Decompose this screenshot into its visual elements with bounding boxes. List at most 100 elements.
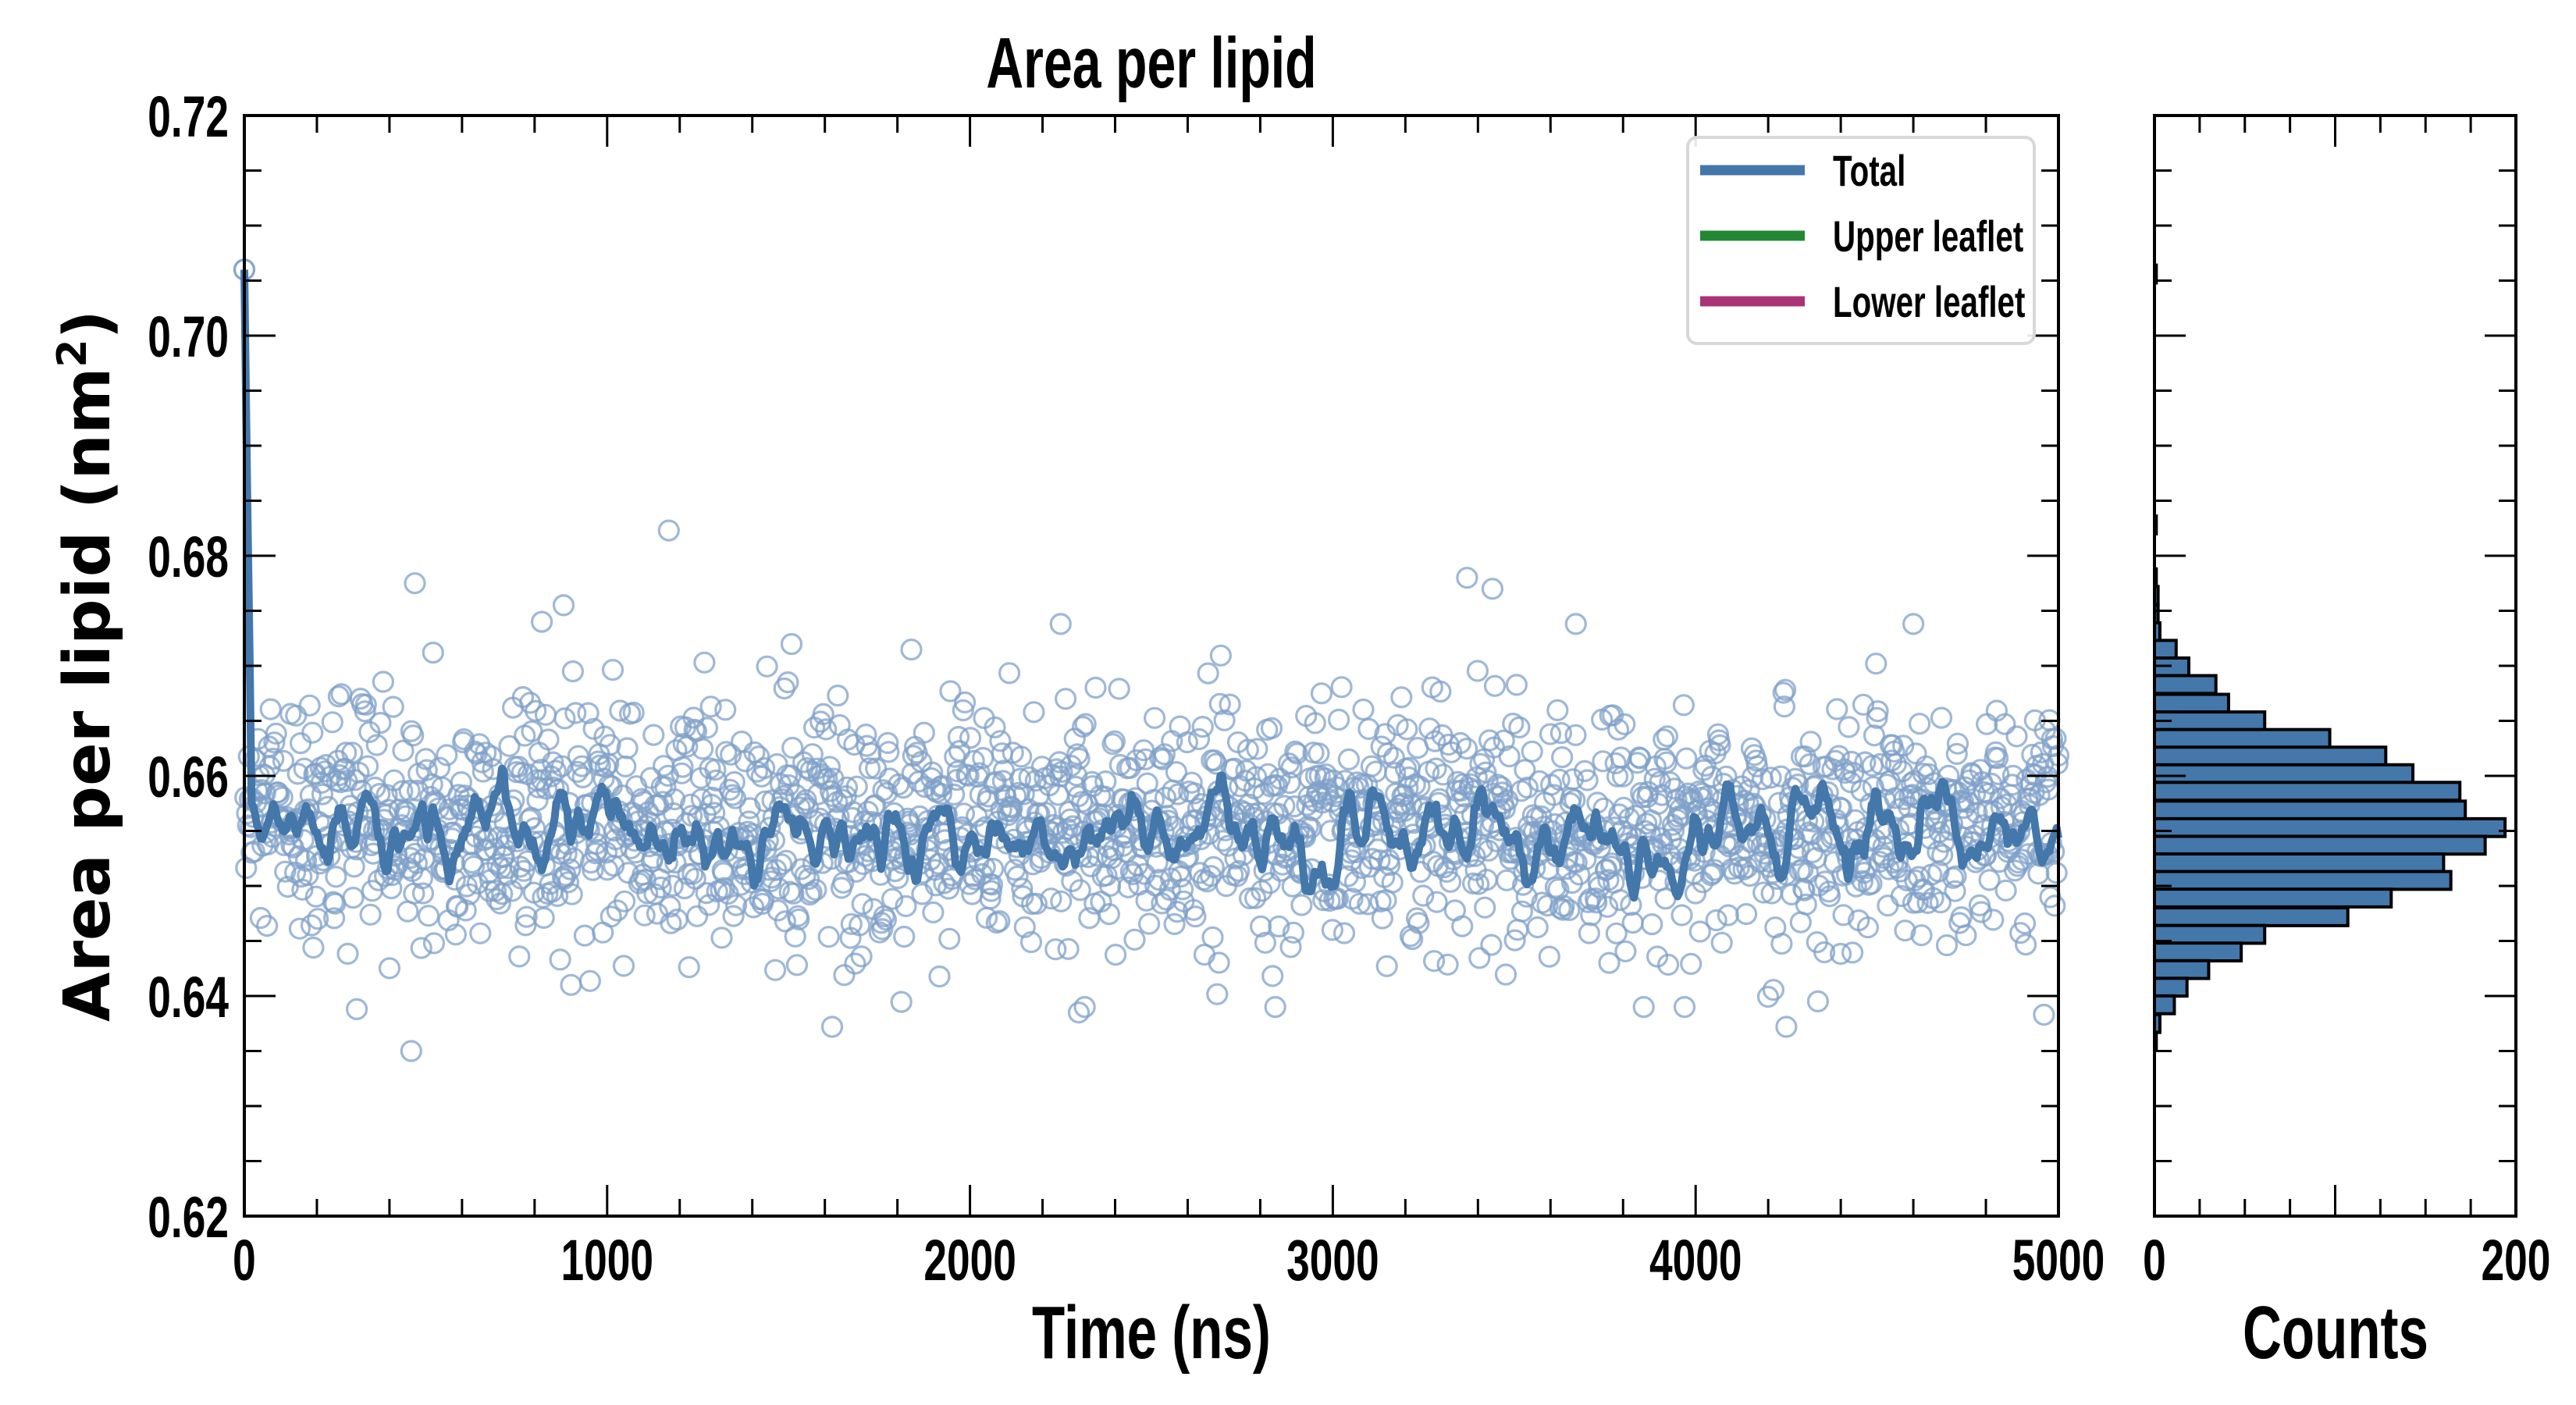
- scatter-point: [1632, 995, 1655, 1019]
- scatter-point: [980, 873, 1004, 896]
- scatter-point: [1670, 904, 1693, 927]
- scatter-point: [1117, 876, 1140, 898]
- scatter-point: [719, 743, 742, 766]
- scatter-point: [327, 685, 350, 708]
- scatter-point: [1909, 713, 1931, 735]
- histogram-bar: [2153, 852, 2446, 873]
- scatter-point: [893, 925, 916, 948]
- scatter-point: [1260, 717, 1283, 740]
- scatter-point: [1034, 802, 1057, 824]
- scatter-point: [1907, 866, 1930, 888]
- scatter-point: [1970, 901, 1993, 923]
- scatter-point: [805, 878, 827, 902]
- scatter-point: [703, 802, 726, 824]
- scatter-point: [609, 699, 632, 722]
- scatter-point: [753, 756, 776, 780]
- scatter-point: [298, 694, 321, 717]
- scatter-point: [1357, 717, 1380, 741]
- scatter-point: [1155, 888, 1178, 911]
- scatter-point: [262, 747, 285, 770]
- scatter-point: [1040, 887, 1062, 910]
- scatter-point: [852, 852, 875, 876]
- scatter-point: [1167, 783, 1190, 806]
- scatter-point: [1466, 660, 1489, 682]
- scatter-point: [1742, 766, 1764, 788]
- scatter-point: [895, 895, 917, 918]
- scatter-point: [942, 783, 966, 806]
- scatter-point: [1508, 716, 1531, 739]
- y-tick-label: 0.70: [148, 304, 229, 369]
- scatter-point: [962, 749, 985, 773]
- scatter-point: [1143, 706, 1166, 729]
- scatter-point: [462, 855, 486, 878]
- scatter-point: [1244, 887, 1267, 909]
- scatter-point: [1268, 915, 1290, 938]
- scatter-point: [1872, 835, 1895, 858]
- scatter-point: [372, 670, 394, 693]
- scatter-point: [1146, 851, 1169, 874]
- scatter-point: [559, 858, 582, 880]
- scatter-point: [2044, 895, 2066, 917]
- y-tick-label: 0.64: [148, 965, 229, 1030]
- scatter-point: [422, 932, 446, 955]
- scatter-point: [1607, 718, 1630, 741]
- scatter-point: [1208, 692, 1231, 715]
- scatter-point: [1352, 698, 1375, 721]
- scatter-point: [561, 660, 585, 683]
- scatter-point: [532, 906, 555, 930]
- scatter-point: [1176, 731, 1199, 754]
- scatter-point: [1870, 752, 1892, 776]
- scatter-point: [1982, 909, 2005, 931]
- scatter-point: [297, 864, 319, 887]
- scatter-point: [1536, 894, 1559, 917]
- scatter-point: [578, 969, 602, 992]
- scatter-point: [1449, 731, 1472, 755]
- scatter-point: [1781, 883, 1803, 906]
- scatter-point: [1789, 911, 1812, 934]
- scatter-point: [1074, 713, 1097, 735]
- scatter-point: [1494, 963, 1517, 986]
- scatter-point: [928, 965, 951, 988]
- scatter-point: [886, 866, 909, 890]
- scatter-point: [1624, 805, 1647, 827]
- scatter-point: [1946, 732, 1969, 755]
- scatter-point: [1759, 767, 1782, 789]
- scatter-point: [1860, 872, 1883, 895]
- scatter-point: [1327, 708, 1350, 731]
- scatter-point: [979, 887, 1002, 910]
- scatter-point: [833, 964, 856, 987]
- scatter-point: [1206, 983, 1229, 1005]
- scatter-point: [1614, 713, 1636, 736]
- scatter-point: [498, 735, 521, 757]
- scatter-point: [402, 724, 425, 747]
- scatter-point: [1187, 727, 1211, 751]
- legend-frame: [1686, 136, 2036, 345]
- scatter-point: [1866, 706, 1888, 729]
- scatter-point: [939, 680, 962, 702]
- scatter-point: [774, 910, 797, 933]
- scatter-point: [1382, 746, 1406, 769]
- scatter-point: [1799, 752, 1821, 776]
- scatter-point: [1199, 865, 1222, 887]
- scatter-point: [782, 882, 805, 905]
- scatter-point: [1510, 900, 1534, 923]
- scatter-point: [748, 745, 770, 768]
- scatter-point: [913, 721, 935, 744]
- scatter-point: [671, 756, 694, 778]
- scatter-point: [1041, 763, 1063, 786]
- scatter-point: [1264, 995, 1286, 1019]
- scatter-point: [1261, 965, 1284, 987]
- scatter-point: [691, 738, 714, 760]
- scatter-point: [1546, 699, 1569, 722]
- scatter-point: [1284, 740, 1307, 763]
- scatter-point: [1013, 916, 1036, 938]
- scatter-point: [288, 917, 311, 940]
- histogram-bar: [2153, 906, 2350, 927]
- scatter-point: [1605, 922, 1628, 944]
- scatter-point: [1841, 941, 1864, 964]
- scatter-point: [1770, 765, 1792, 788]
- scatter-point: [663, 788, 686, 811]
- scatter-point: [799, 884, 821, 906]
- scatter-point: [1649, 770, 1671, 793]
- scatter-point: [1202, 855, 1225, 879]
